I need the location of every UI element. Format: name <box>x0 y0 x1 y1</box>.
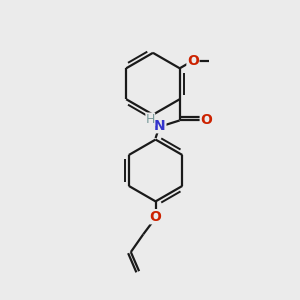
Text: O: O <box>200 113 212 128</box>
Text: O: O <box>187 54 199 68</box>
Text: H: H <box>146 113 155 126</box>
Text: O: O <box>150 210 161 224</box>
Text: N: N <box>154 119 166 133</box>
